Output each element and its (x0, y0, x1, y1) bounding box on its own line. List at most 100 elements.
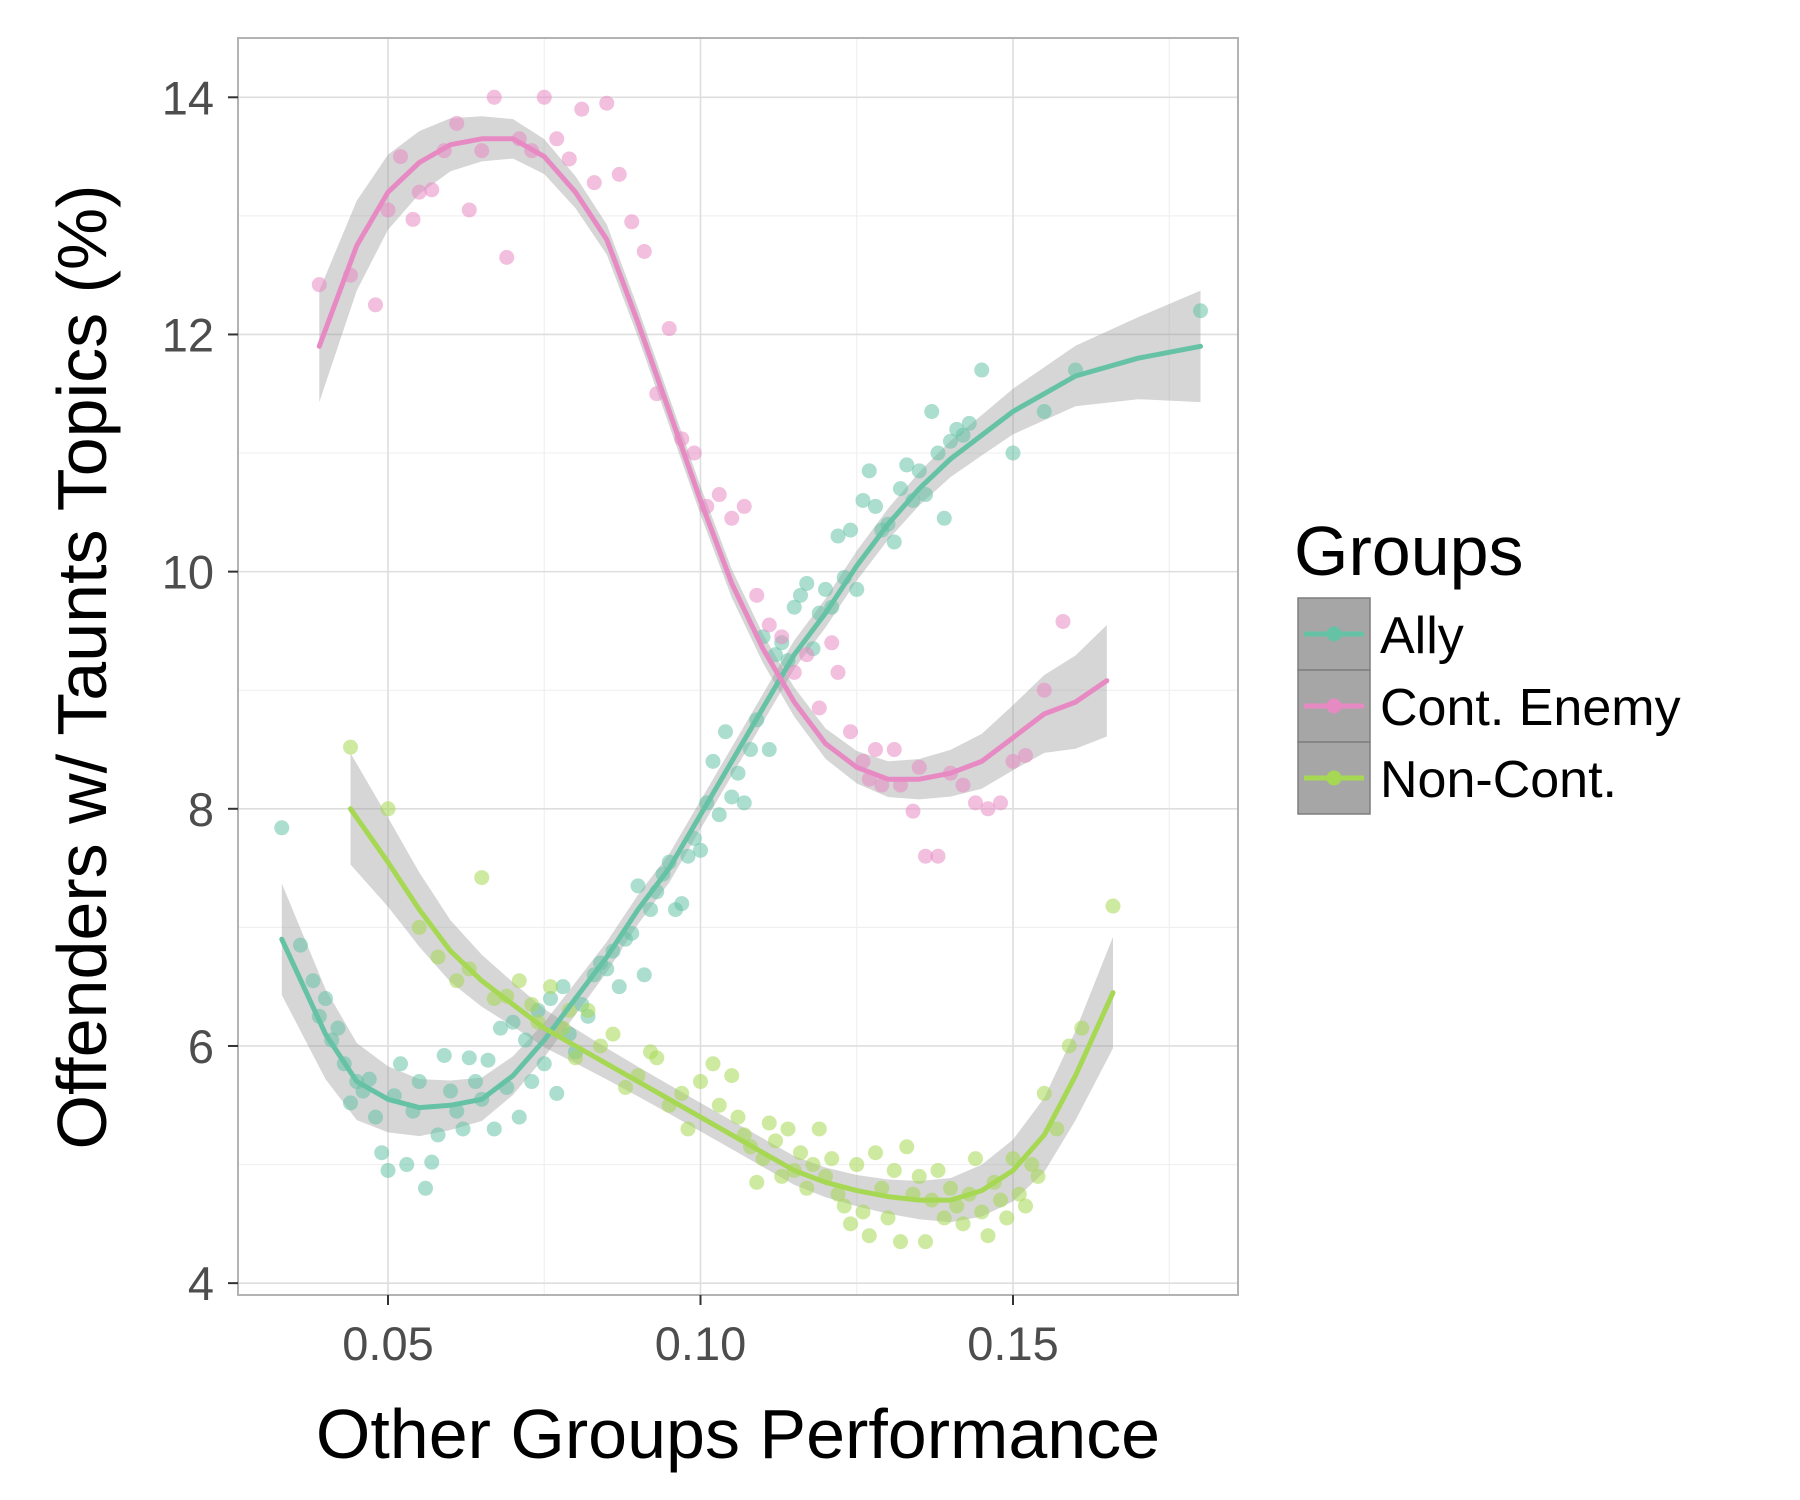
data-point (930, 1162, 946, 1178)
data-point (330, 1020, 346, 1036)
data-point (430, 1127, 446, 1143)
data-point (811, 1121, 827, 1137)
data-point (449, 973, 465, 989)
data-point (730, 765, 746, 781)
data-point (868, 1145, 883, 1161)
data-point (343, 739, 358, 755)
data-point (611, 979, 627, 995)
data-point (443, 1083, 458, 1099)
data-point (1018, 1198, 1033, 1214)
data-point (693, 1074, 708, 1090)
data-point (536, 89, 552, 105)
data-point (649, 1050, 665, 1066)
data-point (499, 249, 515, 265)
data-point (824, 635, 840, 651)
data-point (705, 1056, 721, 1072)
data-point (843, 724, 858, 740)
confidence-band (319, 116, 1107, 800)
data-point (549, 1085, 565, 1101)
data-point (830, 528, 846, 544)
data-point (874, 777, 890, 793)
y-tick-label: 4 (188, 1257, 214, 1310)
x-tick-label: 0.10 (655, 1317, 746, 1370)
data-point (893, 1234, 908, 1250)
data-point (886, 534, 902, 550)
data-point (599, 95, 615, 111)
data-point (1005, 1151, 1021, 1167)
data-point (774, 1168, 790, 1184)
data-point (380, 202, 396, 218)
data-point (849, 581, 865, 597)
data-point (993, 1192, 1008, 1208)
data-point (774, 629, 790, 645)
data-point (949, 1198, 965, 1214)
axis-ticks: 0.05 0.10 0.15 4 6 8 10 12 14 (162, 71, 1059, 1370)
data-point (999, 1210, 1015, 1226)
data-point (293, 937, 308, 953)
data-point (705, 753, 721, 769)
data-point (974, 362, 990, 378)
x-axis-title: Other Groups Performance (316, 1395, 1160, 1473)
data-point (724, 1068, 740, 1084)
data-point (1030, 1168, 1046, 1184)
legend-label: Ally (1380, 607, 1464, 665)
data-point (793, 587, 808, 603)
data-point (343, 1095, 358, 1111)
confidence-band (350, 753, 1113, 1223)
data-point (305, 973, 321, 989)
data-point (318, 991, 333, 1007)
data-point (561, 151, 577, 167)
data-point (924, 404, 940, 420)
legend-key-point (1326, 770, 1342, 786)
data-point (574, 101, 590, 117)
data-point (618, 1079, 633, 1095)
data-point (893, 481, 908, 497)
data-point (624, 925, 640, 941)
legend-key-point (1326, 626, 1342, 642)
data-point (1005, 445, 1021, 461)
data-point (855, 1204, 871, 1220)
data-point (380, 801, 396, 817)
data-point (799, 575, 815, 591)
legend-label: Cont. Enemy (1380, 679, 1681, 737)
y-tick-label: 8 (188, 783, 214, 836)
data-point (436, 1047, 452, 1063)
data-point (786, 664, 802, 680)
data-point (874, 1180, 890, 1196)
legend: Groups Ally Cont. Enemy Non-Cont. (1294, 512, 1681, 815)
data-point (1036, 682, 1052, 698)
data-point (505, 1014, 521, 1030)
data-point (274, 820, 290, 836)
data-point (549, 131, 565, 147)
data-point (380, 1162, 396, 1178)
data-point (761, 617, 777, 633)
data-point (480, 1052, 496, 1068)
data-point (1049, 1121, 1065, 1137)
y-tick-label: 12 (162, 308, 214, 361)
data-point (680, 1121, 696, 1137)
data-point (643, 902, 658, 918)
data-point (786, 599, 802, 615)
confidence-band (281, 290, 1201, 1137)
data-point (580, 1002, 596, 1018)
x-tick-label: 0.05 (342, 1317, 433, 1370)
data-point (630, 878, 646, 894)
data-point (536, 1056, 552, 1072)
data-point (993, 795, 1008, 811)
data-point (468, 1074, 483, 1090)
data-point (555, 979, 571, 995)
data-point (568, 1050, 583, 1066)
data-point (805, 1157, 821, 1173)
data-point (711, 1097, 727, 1113)
data-point (980, 801, 996, 817)
data-point (880, 1210, 896, 1226)
data-point (749, 587, 765, 603)
data-point (474, 870, 490, 886)
data-point (761, 742, 777, 758)
data-point (543, 991, 558, 1007)
data-point (736, 795, 752, 811)
data-point (636, 967, 652, 983)
data-point (636, 243, 652, 259)
data-point (861, 1228, 877, 1244)
